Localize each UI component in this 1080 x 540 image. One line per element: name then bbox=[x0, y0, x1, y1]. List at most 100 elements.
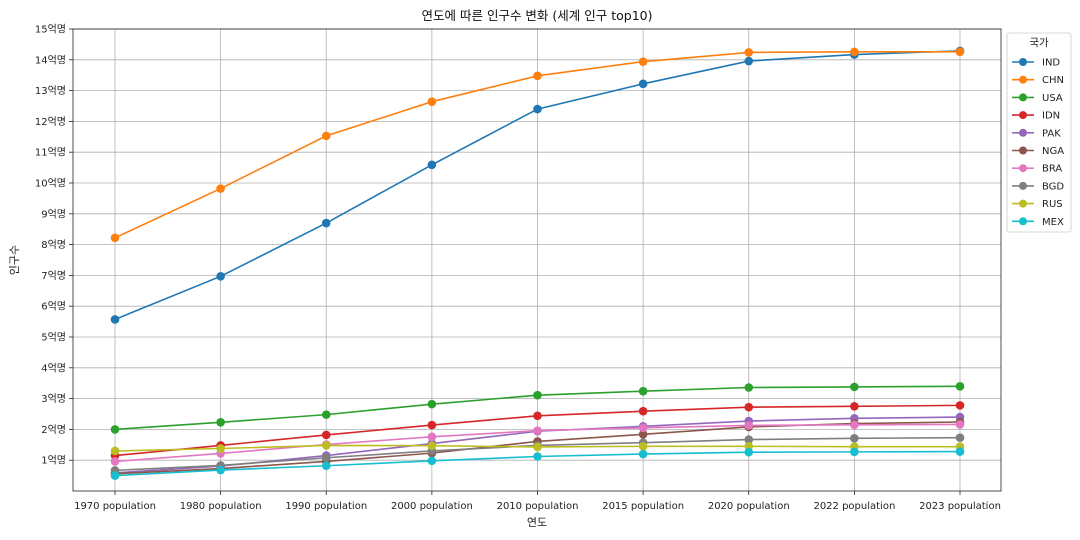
data-point-bra bbox=[955, 420, 965, 429]
data-point-usa bbox=[955, 381, 965, 391]
data-point-usa bbox=[638, 386, 648, 396]
y-tick-label: 11억명 bbox=[35, 147, 66, 159]
legend-swatch-marker bbox=[1019, 75, 1027, 84]
data-point-rus bbox=[110, 446, 120, 456]
x-tick-label: 1970 population bbox=[74, 501, 156, 512]
data-point-rus bbox=[321, 441, 331, 450]
legend-label: RUS bbox=[1042, 199, 1063, 210]
legend-entry-mex: MEX bbox=[1012, 217, 1064, 228]
y-tick-label: 8억명 bbox=[41, 239, 66, 251]
x-tick-label: 2023 population bbox=[919, 501, 1001, 512]
legend-label: MEX bbox=[1042, 217, 1064, 228]
data-point-bgd bbox=[955, 433, 965, 443]
x-tick-label: 2015 population bbox=[602, 501, 684, 512]
data-point-usa bbox=[427, 399, 437, 409]
data-point-bra bbox=[427, 432, 437, 442]
data-point-chn bbox=[744, 48, 754, 57]
y-tick-label: 15억명 bbox=[35, 24, 66, 36]
legend-label: BRA bbox=[1042, 164, 1062, 175]
y-tick-label: 1억명 bbox=[41, 455, 66, 467]
x-tick-label: 2010 population bbox=[497, 501, 579, 512]
data-point-mex bbox=[638, 449, 648, 459]
x-tick-label: 2020 population bbox=[708, 501, 790, 512]
data-point-bra bbox=[850, 420, 859, 430]
x-tick-label: 1980 population bbox=[180, 501, 262, 512]
legend-label: NGA bbox=[1042, 146, 1064, 157]
y-tick-label: 6억명 bbox=[41, 301, 66, 313]
y-tick-label: 5억명 bbox=[41, 332, 66, 344]
legend-entry-bgd: BGD bbox=[1012, 181, 1064, 192]
data-point-usa bbox=[321, 410, 331, 419]
y-tick-label: 4억명 bbox=[41, 362, 66, 374]
plot-frame bbox=[72, 28, 1002, 492]
data-point-idn bbox=[744, 402, 754, 412]
data-point-bgd bbox=[744, 435, 754, 444]
series-mex bbox=[110, 447, 965, 480]
legend-swatch-marker bbox=[1019, 58, 1027, 66]
data-point-idn bbox=[638, 406, 648, 416]
y-tick-label: 9억명 bbox=[41, 208, 66, 220]
x-axis-label: 연도 bbox=[527, 516, 547, 529]
data-point-ind bbox=[638, 79, 648, 89]
legend-label: IDN bbox=[1042, 111, 1060, 122]
data-point-usa bbox=[850, 382, 859, 392]
data-point-chn bbox=[850, 47, 859, 57]
data-point-ind bbox=[321, 218, 331, 228]
data-point-rus bbox=[533, 442, 542, 452]
legend-swatch-marker bbox=[1019, 93, 1027, 102]
data-point-nga bbox=[638, 430, 648, 439]
data-point-idn bbox=[427, 420, 437, 430]
data-point-bra bbox=[533, 426, 542, 435]
y-tick-label: 10억명 bbox=[35, 178, 66, 190]
x-axis: 1970 population 1980 population 1990 popul… bbox=[74, 491, 1001, 512]
data-point-usa bbox=[744, 383, 754, 392]
data-point-rus bbox=[638, 442, 648, 451]
data-point-chn bbox=[533, 71, 542, 81]
legend-swatch-marker bbox=[1019, 164, 1027, 173]
data-point-mex bbox=[744, 447, 754, 457]
legend-label: CHN bbox=[1042, 75, 1064, 86]
series-layer bbox=[110, 46, 965, 480]
legend-label: BGD bbox=[1042, 181, 1064, 192]
data-point-chn bbox=[638, 57, 648, 66]
legend-swatch-marker bbox=[1019, 128, 1027, 137]
legend-entry-usa: USA bbox=[1012, 93, 1063, 104]
legend-swatch-marker bbox=[1019, 111, 1027, 120]
data-point-idn bbox=[850, 402, 859, 411]
legend-swatch-marker bbox=[1019, 217, 1027, 226]
y-tick-label: 2억명 bbox=[41, 424, 66, 436]
legend-entry-pak: PAK bbox=[1012, 128, 1061, 139]
legend: 국가 IND CHN USA IDN PAK NGA BRA BGD RUS MEX bbox=[1006, 32, 1072, 233]
data-point-ind bbox=[533, 104, 542, 114]
y-tick-label: 3억명 bbox=[41, 393, 66, 405]
data-point-rus bbox=[216, 444, 225, 453]
y-tick-label: 14억명 bbox=[35, 54, 66, 66]
data-point-chn bbox=[321, 131, 331, 141]
legend-label: IND bbox=[1042, 58, 1060, 69]
data-point-idn bbox=[955, 401, 965, 410]
data-point-ind bbox=[110, 315, 120, 324]
x-tick-label: 2000 population bbox=[391, 501, 473, 512]
data-point-bgd bbox=[321, 453, 331, 463]
data-point-mex bbox=[533, 452, 542, 461]
data-point-mex bbox=[110, 471, 120, 480]
legend-title: 국가 bbox=[1029, 37, 1049, 49]
data-point-bra bbox=[744, 421, 754, 430]
series-usa bbox=[110, 381, 965, 434]
data-point-mex bbox=[321, 461, 331, 471]
data-point-usa bbox=[110, 425, 120, 434]
data-point-ind bbox=[427, 160, 437, 170]
legend-entry-nga: NGA bbox=[1012, 146, 1064, 157]
y-tick-label: 13억명 bbox=[35, 85, 66, 97]
data-point-usa bbox=[216, 418, 225, 427]
y-tick-label: 12억명 bbox=[35, 116, 66, 128]
data-point-mex bbox=[216, 465, 225, 475]
y-axis-label: 인구수 bbox=[8, 245, 21, 275]
data-point-ind bbox=[216, 272, 225, 281]
y-axis: 1억명 2억명 3억명 4억명 5억명 6억명 7억명 8억명 9억명 10억명 11억명 12억명 1… bbox=[35, 24, 73, 467]
legend-label: PAK bbox=[1042, 128, 1061, 139]
data-point-ind bbox=[744, 56, 754, 66]
chart-title: 연도에 따른 인구수 변화 (세계 인구 top10) bbox=[422, 8, 653, 23]
legend-swatch-marker bbox=[1019, 199, 1027, 208]
